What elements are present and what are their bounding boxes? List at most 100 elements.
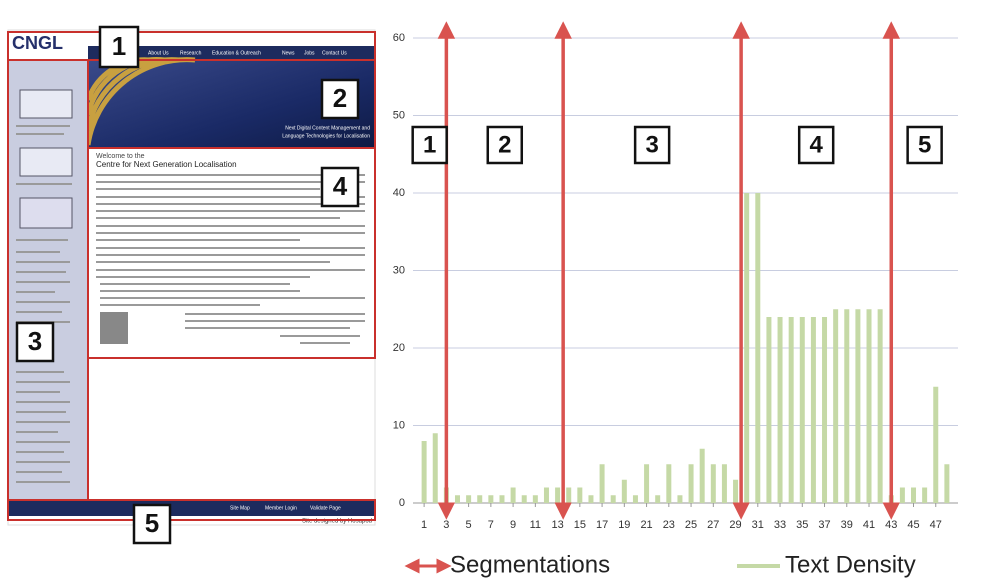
- x-tick-label: 5: [466, 519, 472, 531]
- x-tick-label: 45: [907, 519, 919, 531]
- segment-label: 1: [112, 31, 126, 61]
- bar: [577, 488, 582, 504]
- bar: [878, 309, 883, 503]
- y-tick-label: 20: [393, 342, 405, 354]
- y-tick-label: 30: [393, 264, 405, 276]
- bar: [477, 495, 482, 503]
- side-button: [20, 148, 72, 176]
- bar: [666, 464, 671, 503]
- x-tick-label: 23: [663, 519, 675, 531]
- bar: [755, 193, 760, 503]
- y-tick-label: 50: [393, 109, 405, 121]
- bar: [844, 309, 849, 503]
- segment-label: 3: [28, 326, 42, 356]
- bar: [555, 488, 560, 504]
- bar: [833, 309, 838, 503]
- segment-label: 3: [645, 131, 658, 158]
- segment-label: 1: [423, 131, 436, 158]
- segment-label: 2: [498, 131, 511, 158]
- heading: Centre for Next Generation Localisation: [96, 160, 237, 169]
- bar: [822, 317, 827, 503]
- bar: [533, 495, 538, 503]
- x-tick-label: 43: [885, 519, 897, 531]
- segment-label: 5: [918, 131, 931, 158]
- bar: [733, 480, 738, 503]
- segment-label: 4: [810, 131, 824, 158]
- bar: [511, 488, 516, 504]
- logo: CNGL: [12, 33, 63, 53]
- nav-item: Jobs: [304, 50, 315, 56]
- bar: [522, 495, 527, 503]
- x-tick-label: 27: [707, 519, 719, 531]
- bar: [622, 480, 627, 503]
- x-tick-label: 39: [841, 519, 853, 531]
- legend-label: Segmentations: [450, 551, 610, 578]
- side-button: [20, 90, 72, 118]
- x-tick-label: 21: [640, 519, 652, 531]
- bar: [422, 441, 427, 503]
- bar: [455, 495, 460, 503]
- segment-label: 5: [145, 508, 159, 538]
- nav-item: Contact Us: [322, 50, 347, 56]
- bar: [677, 495, 682, 503]
- x-tick-label: 9: [510, 519, 516, 531]
- x-tick-label: 13: [551, 519, 563, 531]
- bar: [466, 495, 471, 503]
- x-tick-label: 19: [618, 519, 630, 531]
- segment-label: 2: [333, 83, 347, 113]
- x-tick-label: 17: [596, 519, 608, 531]
- y-tick-label: 10: [393, 419, 405, 431]
- bar: [689, 464, 694, 503]
- x-tick-label: 25: [685, 519, 697, 531]
- bar: [944, 464, 949, 503]
- bar: [722, 464, 727, 503]
- bar: [778, 317, 783, 503]
- x-tick-label: 41: [863, 519, 875, 531]
- bar: [433, 433, 438, 503]
- x-tick-label: 47: [930, 519, 942, 531]
- bar: [611, 495, 616, 503]
- x-tick-label: 33: [774, 519, 786, 531]
- bar: [922, 488, 927, 504]
- x-tick-label: 11: [530, 519, 541, 531]
- bar: [867, 309, 872, 503]
- bar: [488, 495, 493, 503]
- x-tick-label: 37: [818, 519, 830, 531]
- bar: [655, 495, 660, 503]
- x-tick-label: 7: [488, 519, 494, 531]
- x-tick-label: 35: [796, 519, 808, 531]
- bar: [766, 317, 771, 503]
- bar: [911, 488, 916, 504]
- welcome: Welcome to the: [96, 153, 145, 160]
- bar: [800, 317, 805, 503]
- x-tick-label: 31: [752, 519, 764, 531]
- bar: [566, 488, 571, 504]
- bar: [855, 309, 860, 503]
- x-tick-label: 15: [574, 519, 586, 531]
- legend-label: Text Density: [785, 551, 916, 578]
- x-tick-label: 29: [729, 519, 741, 531]
- bar: [544, 488, 549, 504]
- bar: [711, 464, 716, 503]
- side-image: [20, 198, 72, 228]
- bar: [744, 193, 749, 503]
- y-tick-label: 60: [393, 32, 405, 44]
- bar: [588, 495, 593, 503]
- banner-text: Language Technologies for Localisation: [282, 133, 370, 139]
- bar: [811, 317, 816, 503]
- figure: CNGL About Us Research Education & Outre…: [0, 0, 1001, 587]
- bar: [700, 449, 705, 503]
- portrait: [100, 312, 128, 344]
- y-tick-label: 40: [393, 187, 405, 199]
- footer-link: Member Login: [265, 505, 297, 511]
- bar: [633, 495, 638, 503]
- bar: [933, 387, 938, 503]
- footer-link: Site Map: [230, 505, 250, 511]
- nav-item: Research: [180, 50, 202, 56]
- bar: [600, 464, 605, 503]
- segment-label: 4: [333, 171, 348, 201]
- nav-item: About Us: [148, 50, 169, 56]
- nav-item: News: [282, 50, 295, 56]
- screenshot: CNGL About Us Research Education & Outre…: [8, 27, 375, 543]
